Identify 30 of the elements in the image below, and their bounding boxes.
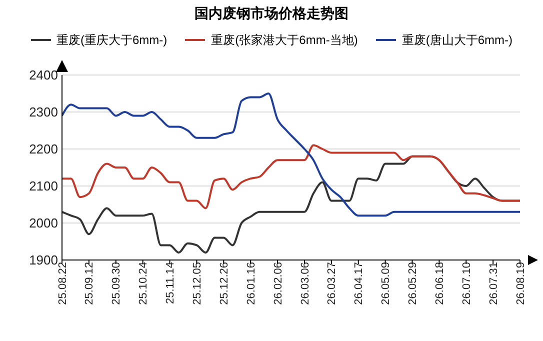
legend-label: 重废(唐山大于6mm-) — [402, 32, 512, 48]
x-tick-label: 26.08.19 — [514, 262, 527, 305]
legend-label: 重废(重庆大于6mm-) — [56, 32, 168, 48]
x-tick-label: 26.04.17 — [353, 262, 366, 305]
x-tick-label: 26.07.31 — [488, 262, 500, 305]
y-tick-label: 1900 — [29, 252, 58, 268]
x-tick-label: 26.06.18 — [434, 262, 446, 305]
x-tick-label: 26.03.27 — [326, 262, 338, 305]
x-tick-label: 25.09.30 — [110, 262, 123, 305]
x-tick-label: 26.07.10 — [460, 262, 473, 305]
x-tick-label: 26.05.09 — [380, 262, 392, 305]
line-series — [62, 144, 520, 210]
line-series — [62, 92, 520, 217]
y-tick-label: 2300 — [29, 104, 58, 120]
y-tick-label: 2100 — [29, 178, 58, 194]
x-tick-label: 25.10.24 — [138, 262, 150, 305]
legend-label: 重废(张家港大于6mm-当地) — [211, 32, 358, 48]
x-tick-label: 25.12.05 — [192, 262, 204, 305]
y-tick-label: 2400 — [29, 68, 58, 83]
x-tick-label: 25.09.12 — [84, 262, 96, 305]
x-tick-label: 25.08.22 — [56, 262, 69, 305]
y-tick-label: 2000 — [29, 216, 58, 231]
x-tick-label: 26.05.29 — [407, 262, 420, 305]
x-tick-label: 26.02.06 — [272, 262, 284, 305]
chart-title: 国内废钢市场价格走势图 — [194, 4, 350, 23]
x-tick-label: 26.03.06 — [299, 262, 312, 305]
x-tick-label: 25.12.26 — [218, 262, 230, 305]
y-tick-label: 2200 — [29, 142, 58, 157]
x-tick-label: 26.01.16 — [245, 262, 258, 305]
x-tick-label: 25.11.14 — [164, 262, 177, 304]
